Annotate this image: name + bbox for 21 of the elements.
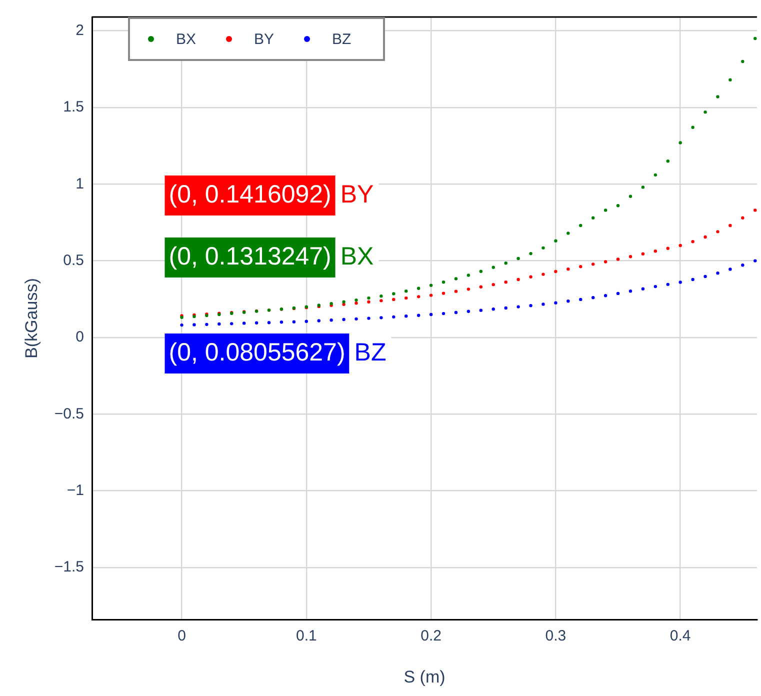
y-axis-title: B(kGauss) — [22, 278, 41, 358]
legend-label: BX — [176, 30, 196, 48]
y-tick-label: −0.5 — [54, 405, 84, 422]
y-tick-label: 1.5 — [63, 98, 84, 116]
legend-label: BY — [254, 30, 274, 48]
legend-label: BZ — [332, 30, 352, 48]
x-tick-label: 0.2 — [420, 628, 442, 645]
y-tick-label: 0.5 — [63, 252, 84, 269]
annotation: (0, 0.1416092) BY — [168, 180, 374, 208]
x-axis-title: S (m) — [404, 667, 446, 686]
x-tick-label: 0.3 — [545, 628, 566, 645]
x-tick-label: 0.4 — [670, 628, 691, 645]
x-tick-label: 0 — [178, 628, 186, 645]
x-tick-label: 0.1 — [296, 628, 317, 645]
y-tick-label: −1 — [66, 482, 84, 499]
y-tick-label: 1 — [76, 175, 84, 192]
annotation: (0, 0.08055627) BZ — [168, 338, 386, 366]
y-tick-label: 0 — [76, 328, 84, 346]
y-tick-label: −1.5 — [54, 558, 84, 576]
annotation: (0, 0.1313247) BX — [168, 242, 374, 270]
y-tick-label: 2 — [76, 22, 84, 39]
